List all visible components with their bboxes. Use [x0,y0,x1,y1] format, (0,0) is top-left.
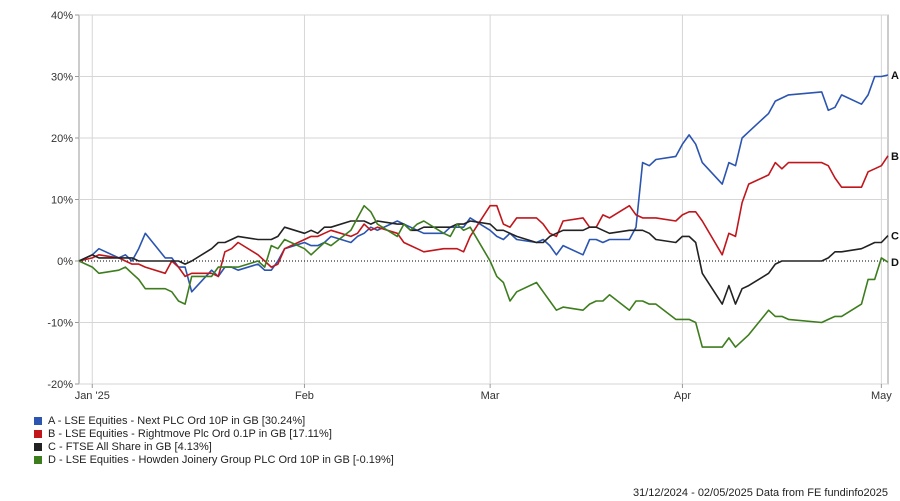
legend-item-d: D - LSE Equities - Howden Joinery Group … [34,454,394,466]
x-tick-label: May [871,390,892,402]
legend-label: C - FTSE All Share in GB [4.13%] [48,441,212,453]
legend-item-c: C - FTSE All Share in GB [4.13%] [34,441,394,453]
y-tick-label: -20% [47,379,73,391]
legend-label: A - LSE Equities - Next PLC Ord 10P in G… [48,415,306,427]
end-label-d: D [891,257,899,269]
legend-swatch [34,456,42,464]
series-line-d [78,204,889,348]
end-label-b: B [891,151,899,163]
y-tick-label: -10% [47,318,73,330]
series-line-c [78,220,889,305]
x-tick-label: Mar [481,390,500,402]
legend-item-a: A - LSE Equities - Next PLC Ord 10P in G… [34,415,394,427]
y-tick-label: 0% [57,256,73,268]
legend-swatch [34,417,42,425]
x-tick-label: Jan '25 [75,390,110,402]
legend-swatch [34,443,42,451]
line-chart: -20% -10% 0% 10% 20% 30% 40% Jan '25 Feb Mar Apr Ma… [47,10,899,402]
chart-legend: A - LSE Equities - Next PLC Ord 10P in G… [34,415,394,467]
y-tick-label: 30% [51,72,73,84]
y-tick-label: 10% [51,195,73,207]
legend-swatch [34,430,42,438]
x-tick-label: Feb [295,390,314,402]
y-tick-label: 20% [51,133,73,145]
end-label-c: C [891,231,899,243]
x-tick-label: Apr [674,390,691,402]
legend-label: B - LSE Equities - Rightmove Plc Ord 0.1… [48,428,332,440]
legend-label: D - LSE Equities - Howden Joinery Group … [48,454,394,466]
source-footer: 31/12/2024 - 02/05/2025 Data from FE fun… [632,487,888,499]
legend-item-b: B - LSE Equities - Rightmove Plc Ord 0.1… [34,428,394,440]
y-tick-label: 40% [51,10,73,22]
series-line-b [78,155,889,278]
end-label-a: A [891,70,899,82]
